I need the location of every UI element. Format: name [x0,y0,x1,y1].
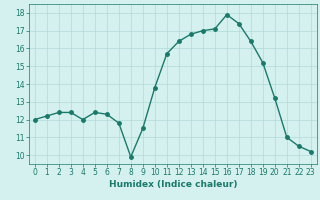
X-axis label: Humidex (Indice chaleur): Humidex (Indice chaleur) [108,180,237,189]
